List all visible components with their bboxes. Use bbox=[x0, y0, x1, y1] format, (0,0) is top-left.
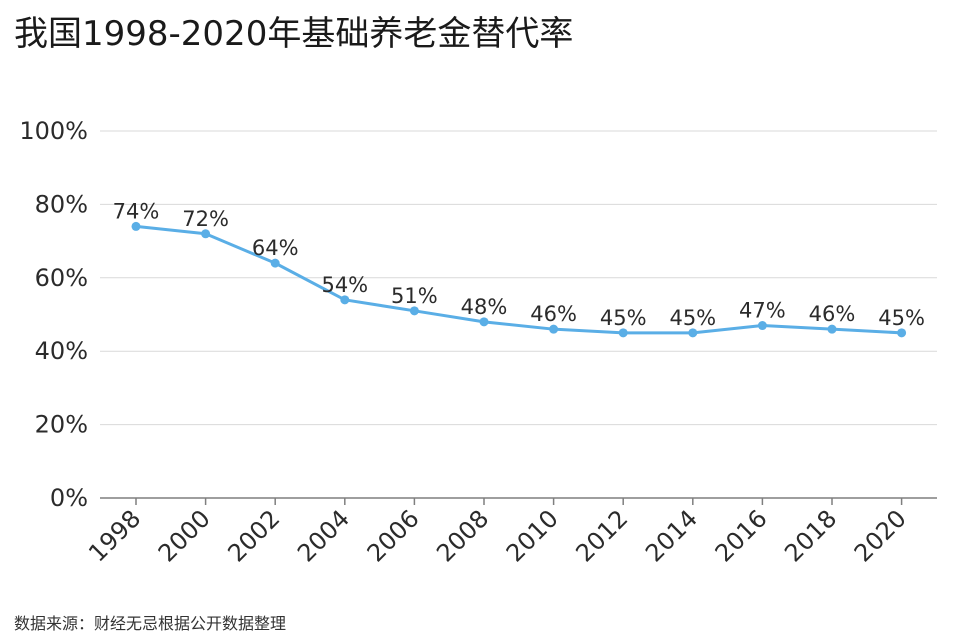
x-tick-label: 2000 bbox=[153, 504, 216, 567]
data-point bbox=[340, 295, 350, 305]
chart-title: 我国1998-2020年基础养老金替代率 bbox=[14, 14, 574, 54]
data-point bbox=[618, 328, 628, 338]
x-tick-label: 2010 bbox=[501, 504, 564, 567]
x-tick-label: 2016 bbox=[710, 504, 773, 567]
data-point bbox=[688, 328, 698, 338]
x-tick-label: 2018 bbox=[779, 504, 842, 567]
y-tick-labels: 0% 20% 40% 60% 80% 100% bbox=[19, 117, 88, 512]
x-tick-labels: 1998 2000 2002 2004 2006 2008 2010 2012 2014 2016… bbox=[83, 504, 912, 567]
data-label: 45% bbox=[600, 306, 647, 330]
data-point bbox=[270, 258, 280, 268]
data-point bbox=[409, 306, 419, 316]
series-line-layer bbox=[134, 224, 904, 335]
data-label: 51% bbox=[391, 284, 438, 308]
y-tick-label: 40% bbox=[35, 337, 88, 365]
x-tick-label: 2004 bbox=[292, 504, 355, 567]
x-tick-label: 2008 bbox=[431, 504, 494, 567]
x-tick-label: 2020 bbox=[849, 504, 912, 567]
data-label: 72% bbox=[182, 207, 229, 231]
data-point bbox=[549, 324, 559, 334]
y-tick-label: 80% bbox=[35, 190, 88, 218]
y-tick-label: 100% bbox=[19, 117, 88, 145]
x-tick-label: 1998 bbox=[83, 504, 146, 567]
data-point bbox=[201, 229, 211, 239]
data-labels: 74% 72% 64% 54% 51% 48% 46% 45% 45% 47% 46% 45% bbox=[113, 199, 925, 329]
data-point bbox=[131, 221, 141, 231]
x-tick-label: 2012 bbox=[570, 504, 633, 567]
x-tick-label: 2006 bbox=[362, 504, 425, 567]
data-label: 47% bbox=[739, 299, 786, 323]
y-tick-label: 20% bbox=[35, 411, 88, 439]
data-point bbox=[897, 328, 907, 338]
data-points bbox=[131, 221, 907, 338]
data-label: 54% bbox=[321, 273, 368, 297]
data-label: 64% bbox=[252, 236, 299, 260]
data-point bbox=[757, 321, 767, 331]
x-tick-label: 2014 bbox=[640, 504, 703, 567]
y-tick-label: 0% bbox=[50, 484, 88, 512]
data-point bbox=[479, 317, 489, 327]
data-label: 45% bbox=[878, 306, 925, 330]
series-line bbox=[134, 224, 904, 335]
data-label: 48% bbox=[461, 295, 508, 319]
data-point bbox=[827, 324, 837, 334]
grid-layer bbox=[100, 130, 937, 426]
data-label: 74% bbox=[113, 199, 160, 223]
data-label: 45% bbox=[669, 306, 716, 330]
x-tick-label: 2002 bbox=[222, 504, 285, 567]
data-label: 46% bbox=[809, 302, 856, 326]
y-tick-label: 60% bbox=[35, 264, 88, 292]
axis-layer bbox=[100, 497, 937, 505]
data-label: 46% bbox=[530, 302, 577, 326]
source-note: 数据来源：财经无忌根据公开数据整理 bbox=[14, 614, 287, 633]
